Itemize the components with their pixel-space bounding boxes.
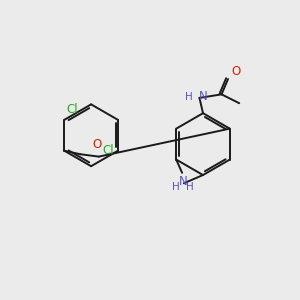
Text: Cl: Cl: [103, 144, 114, 157]
Text: H: H: [172, 182, 179, 192]
Text: O: O: [93, 138, 102, 151]
Text: N: N: [179, 175, 188, 188]
Text: O: O: [231, 64, 240, 78]
Text: Cl: Cl: [67, 103, 78, 116]
Text: H: H: [187, 182, 194, 192]
Text: H: H: [185, 92, 193, 102]
Text: N: N: [199, 90, 208, 103]
